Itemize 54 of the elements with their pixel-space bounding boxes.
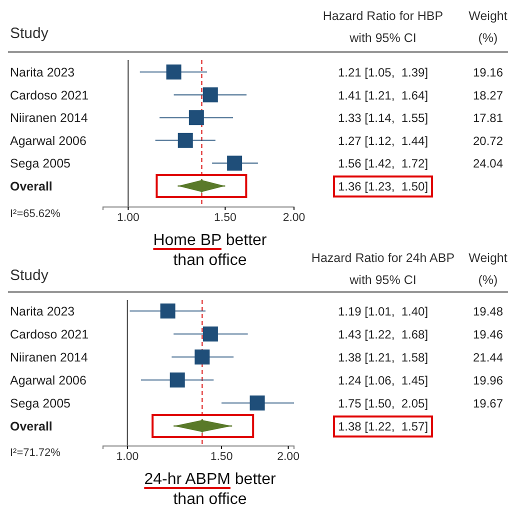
text: 19.96 [472, 374, 504, 388]
y-tick-label: Agarwal 2006 [10, 134, 86, 148]
point [202, 87, 218, 102]
text: 19.48 [472, 304, 504, 318]
x-axis-title: Home BP better than office [153, 232, 268, 269]
data-label: 1.27 [1.12, 1.44] [338, 134, 428, 148]
text: 21.44 [472, 350, 504, 364]
x-tick-label: 1.00 [116, 451, 139, 464]
y-tick-label: Overall [10, 180, 52, 194]
data-label: 1.38 [1.21, 1.58] [338, 350, 428, 364]
y-tick-label: Agarwal 2006 [10, 374, 86, 388]
text: 20.72 [472, 134, 504, 148]
data-label: 1.43 [1.22, 1.68] [338, 328, 428, 342]
y-tick-label: Cardoso 2021 [10, 88, 89, 102]
x-tick-label: 1.50 [214, 212, 236, 224]
y-tick-label: Cardoso 2021 [10, 328, 89, 342]
point [188, 110, 204, 126]
text: Hazard Ratio for HBP with 95% CI [322, 9, 444, 45]
data-label: 1.56 [1.42, 1.72] [338, 156, 428, 171]
data-label: 1.75 [1.50, 2.05] [338, 396, 428, 410]
y-tick-label: Narita 2023 [10, 304, 75, 318]
y-tick-label: Overall [10, 420, 52, 434]
y-axis-title: Study [10, 25, 49, 42]
text: I²=71.72% [10, 447, 61, 459]
text: 19.16 [472, 66, 504, 80]
data-label: 1.24 [1.06, 1.45] [338, 374, 428, 388]
text: 1.36 [1.23, 1.50] [338, 180, 428, 194]
x-tick-label: 2.00 [277, 451, 300, 464]
y-tick-label: Niiranen 2014 [10, 350, 88, 364]
text: 24.04 [472, 156, 504, 171]
text: Weight (%) [468, 9, 508, 45]
y-axis-title: Study [10, 267, 49, 284]
x-tick-label: 1.50 [210, 451, 233, 464]
text: 19.67 [472, 396, 504, 410]
y-tick-label: Sega 2005 [10, 396, 71, 410]
text: I²=65.62% [10, 208, 61, 220]
data-label: 1.21 [1.05, 1.39] [338, 66, 428, 80]
text: 17.81 [472, 111, 504, 126]
x-axis-title: 24-hr ABPM better than office [144, 471, 276, 508]
data-label: 1.33 [1.14, 1.55] [338, 111, 428, 126]
data-label: 1.19 [1.01, 1.40] [338, 304, 428, 318]
text: 18.27 [472, 88, 504, 102]
y-tick-label: Sega 2005 [10, 156, 71, 171]
y-tick-label: Narita 2023 [10, 66, 75, 80]
x-tick-label: 2.00 [282, 212, 306, 224]
y-tick-label: Niiranen 2014 [10, 111, 88, 126]
text: 1.38 [1.22, 1.57] [338, 420, 428, 434]
text: Weight (%) [468, 251, 508, 287]
point [166, 64, 182, 80]
text: 19.46 [472, 328, 504, 342]
point [178, 132, 193, 148]
x-tick-label: 1.00 [117, 212, 140, 224]
data-label: 1.41 [1.21, 1.64] [338, 88, 428, 102]
text: Hazard Ratio for 24h ABP with 95% CI [311, 251, 455, 287]
